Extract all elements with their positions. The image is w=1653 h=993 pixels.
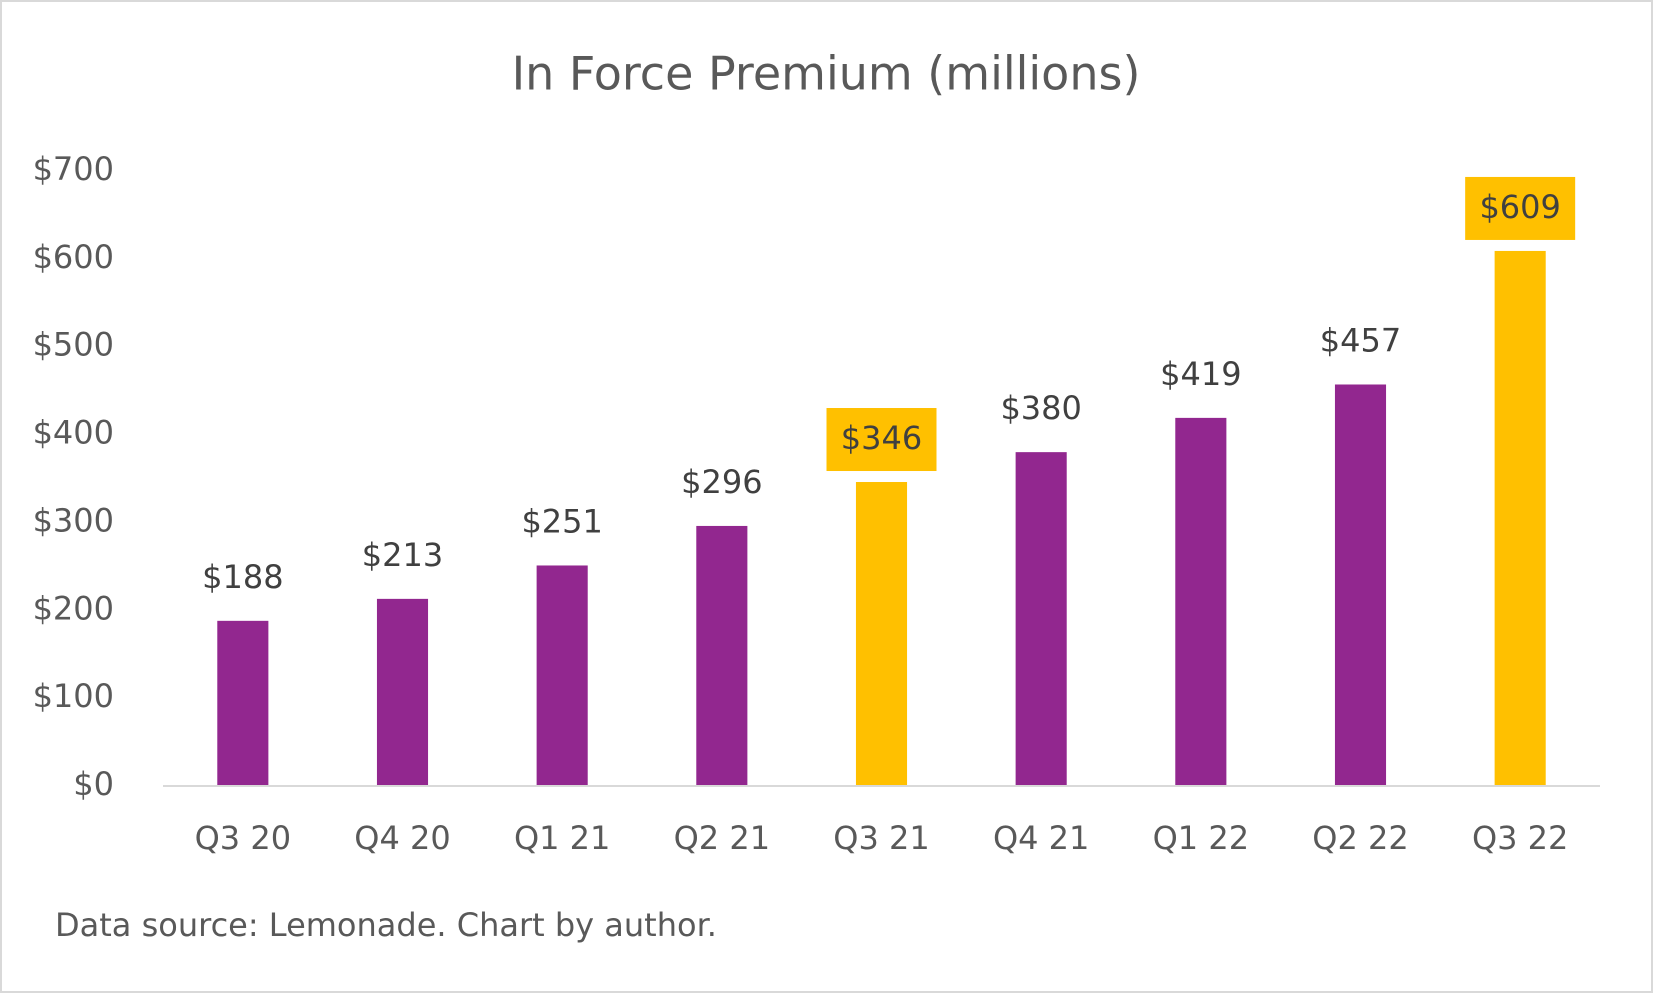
bar [1175, 417, 1227, 786]
bar [1494, 250, 1546, 786]
data-label: $188 [202, 558, 283, 596]
bar [1015, 452, 1067, 786]
data-label: $213 [362, 536, 443, 574]
bar [1334, 384, 1387, 786]
y-tick-label: $100 [33, 677, 114, 715]
x-tick-label: Q3 21 [833, 819, 929, 857]
data-label-box [826, 408, 937, 472]
y-tick-label: $400 [33, 414, 114, 452]
y-tick-label: $300 [33, 501, 114, 539]
x-tick-label: Q2 21 [674, 819, 770, 857]
x-tick-label: Q1 21 [514, 819, 610, 857]
source-note: Data source: Lemonade. Chart by author. [55, 906, 717, 944]
data-label: $251 [521, 502, 602, 540]
bar [217, 620, 269, 786]
x-tick-label: Q3 20 [195, 819, 291, 857]
data-label: $609 [1479, 188, 1560, 226]
bar [536, 565, 588, 786]
chart-title: In Force Premium (millions) [512, 47, 1141, 101]
y-tick-label: $500 [33, 326, 114, 364]
data-label-box [1465, 176, 1576, 240]
data-label: $457 [1320, 321, 1401, 359]
x-tick-label: Q1 22 [1153, 819, 1249, 857]
y-tick-label: $600 [33, 238, 114, 276]
bar [376, 598, 429, 786]
y-tick-label: $0 [73, 765, 114, 803]
y-tick-label: $700 [33, 150, 114, 188]
x-tick-label: Q3 22 [1472, 819, 1568, 857]
data-label: $419 [1160, 355, 1241, 393]
x-tick-label: Q4 20 [354, 819, 450, 857]
x-tick-label: Q4 21 [993, 819, 1089, 857]
data-label: $380 [1000, 389, 1081, 427]
bar [855, 482, 908, 786]
data-label: $346 [841, 419, 922, 457]
x-tick-label: Q2 22 [1312, 819, 1408, 857]
bar [696, 525, 748, 786]
data-label: $296 [681, 463, 762, 501]
y-tick-label: $200 [33, 589, 114, 627]
